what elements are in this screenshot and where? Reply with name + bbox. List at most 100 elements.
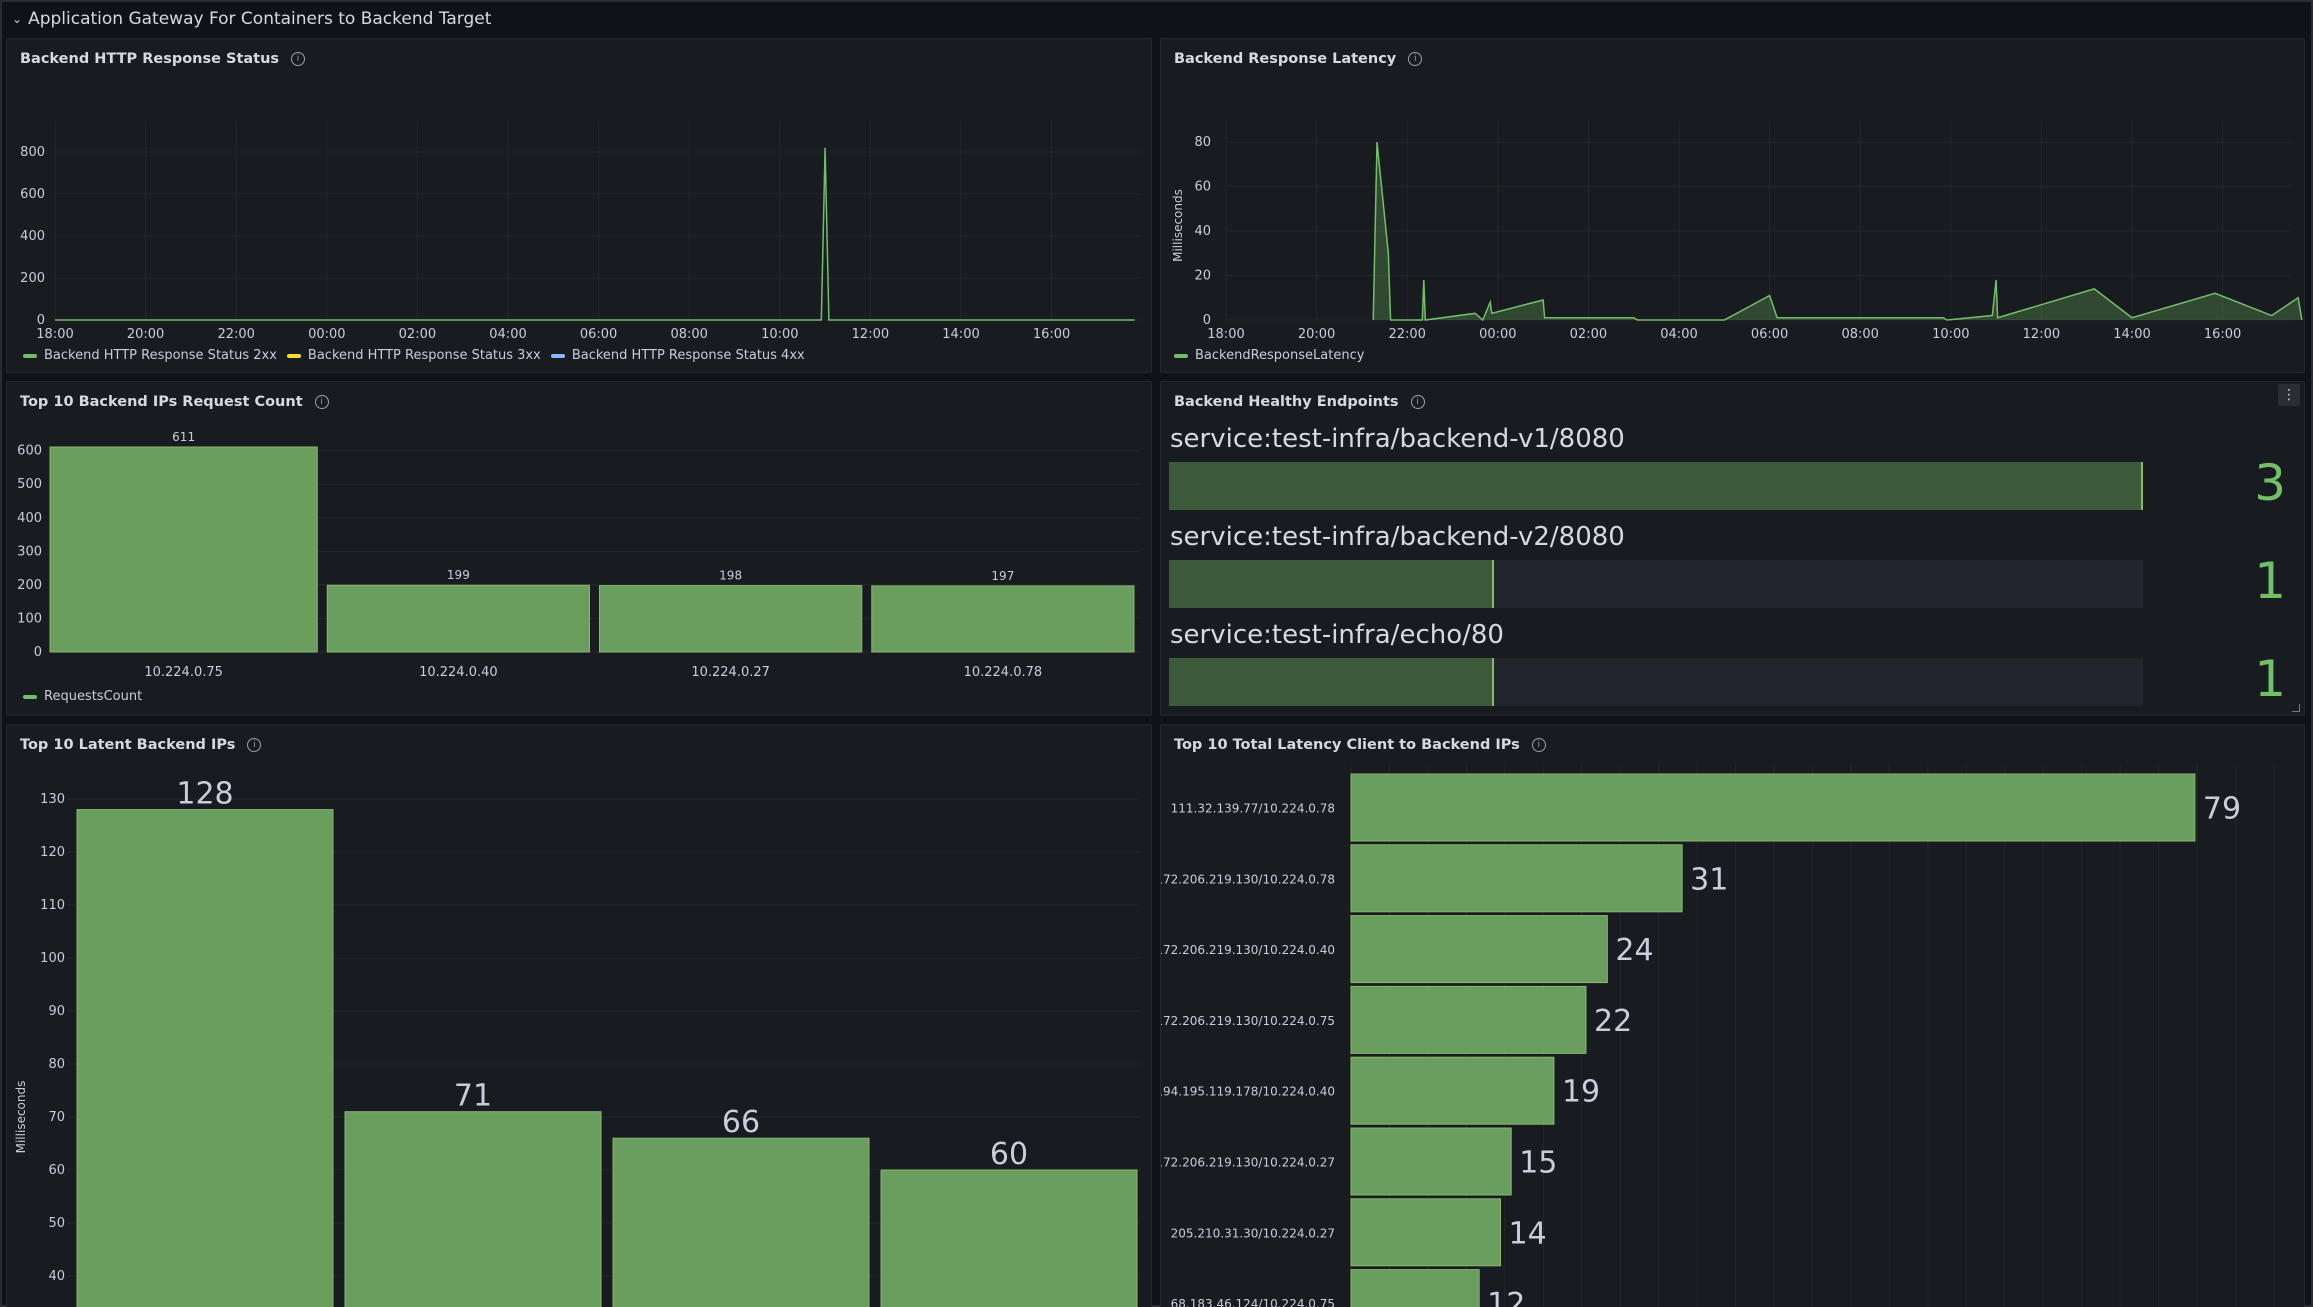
- x-tick-label: 22:00: [217, 327, 254, 342]
- bar-value-label: 14: [1509, 1216, 1547, 1251]
- panel-title-text: Backend HTTP Response Status: [20, 51, 280, 67]
- x-category-label: 10.224.0.27: [691, 665, 770, 680]
- gauge-label: service:test-infra/echo/80: [1170, 620, 1504, 650]
- x-tick-label: 12:00: [2023, 327, 2060, 342]
- y-tick-label: 400: [17, 511, 42, 526]
- x-tick-label: 10:00: [761, 327, 798, 342]
- y-tick-label: 600: [20, 187, 45, 202]
- y-tick-label: 0: [1203, 313, 1211, 328]
- y-tick-label: 50: [48, 1216, 65, 1231]
- bar-value-label: 22: [1594, 1004, 1632, 1039]
- info-icon[interactable]: i: [1410, 395, 1425, 409]
- y-tick-label: 300: [17, 544, 42, 559]
- y-tick-label: 80: [48, 1057, 65, 1072]
- bar-value-label: 71: [454, 1079, 492, 1114]
- x-tick-label: 16:00: [2204, 327, 2241, 342]
- y-tick-label: 60: [1194, 180, 1211, 195]
- kebab-menu-icon[interactable]: ⋮: [2278, 384, 2300, 406]
- panel-title: Top 10 Latent Backend IPs i: [20, 737, 262, 753]
- x-tick-label: 20:00: [1298, 327, 1335, 342]
- x-tick-label: 18:00: [1207, 327, 1244, 342]
- info-icon[interactable]: i: [247, 738, 262, 752]
- y-category-label: 172.206.219.130/10.224.0.78: [1161, 872, 1335, 886]
- panel-backend-response-latency[interactable]: Backend Response Latency i 0 20 40 60 80 18:0…: [1160, 38, 2305, 373]
- x-tick-label: 06:00: [580, 327, 617, 342]
- legend-item[interactable]: Backend HTTP Response Status 3xx: [286, 348, 541, 363]
- bar-value-label: 199: [447, 568, 470, 582]
- latency-legend: BackendResponseLatency: [1174, 348, 1364, 363]
- y-tick-label: 60: [48, 1163, 65, 1178]
- panel-title-text: Top 10 Total Latency Client to Backend I…: [1174, 737, 1520, 753]
- bar-value-label: 31: [1690, 862, 1728, 897]
- x-tick-label: 06:00: [1751, 327, 1788, 342]
- row-header[interactable]: ⌄ Application Gateway For Containers to …: [12, 6, 491, 32]
- x-category-label: 10.224.0.75: [144, 665, 223, 680]
- legend-swatch: [550, 353, 565, 358]
- legend-item[interactable]: RequestsCount: [23, 689, 142, 704]
- panel-title: Top 10 Backend IPs Request Count i: [20, 394, 329, 410]
- x-tick-label: 04:00: [489, 327, 526, 342]
- request-count-legend: RequestsCount: [23, 689, 142, 704]
- bar: [49, 446, 318, 653]
- resize-handle-icon[interactable]: [2292, 704, 2300, 712]
- x-category-label: 10.224.0.78: [964, 665, 1043, 680]
- y-tick-label: 0: [34, 645, 42, 660]
- bar-value-label: 79: [2203, 792, 2241, 827]
- x-tick-label: 00:00: [308, 327, 345, 342]
- http-status-legend: Backend HTTP Response Status 2xx Backend …: [23, 348, 805, 363]
- legend-item[interactable]: BackendResponseLatency: [1174, 348, 1364, 363]
- x-tick-label: 00:00: [1479, 327, 1516, 342]
- row-title: Application Gateway For Containers to Ba…: [28, 9, 492, 29]
- bar: [326, 584, 590, 653]
- series-line: [1372, 142, 2303, 322]
- x-tick-label: 08:00: [670, 327, 707, 342]
- info-icon[interactable]: i: [1531, 738, 1546, 752]
- panel-http-response-status[interactable]: Backend HTTP Response Status i 0 200 400 60…: [6, 38, 1152, 373]
- y-tick-label: 120: [40, 845, 65, 860]
- y-tick-label: 100: [17, 611, 42, 626]
- bar: [1350, 1056, 1555, 1125]
- info-icon[interactable]: i: [291, 52, 306, 66]
- bar: [1350, 1198, 1502, 1267]
- info-icon[interactable]: i: [1408, 52, 1423, 66]
- request-count-chart: 0 100 200 300 400 500 600 611 10.224.0.75 199 10.2…: [17, 430, 1139, 680]
- bar: [599, 585, 863, 653]
- x-tick-label: 02:00: [1570, 327, 1607, 342]
- panel-top-latent-backend-ips[interactable]: Top 10 Latent Backend IPs i 40 50 60 70 80 90…: [6, 724, 1152, 1307]
- bar: [1350, 985, 1587, 1054]
- y-category-label: 68.183.46.124/10.224.0.75: [1171, 1297, 1335, 1307]
- y-tick-label: 20: [1194, 269, 1211, 284]
- legend-swatch: [1174, 353, 1188, 358]
- y-category-label: 205.210.31.30/10.224.0.27: [1171, 1226, 1335, 1240]
- legend-item[interactable]: Backend HTTP Response Status 2xx: [23, 348, 277, 363]
- bar-value-label: 12: [1487, 1287, 1525, 1307]
- gauge-track: [1169, 658, 2143, 706]
- y-category-label: 172.206.219.130/10.224.0.40: [1161, 943, 1335, 957]
- http-status-chart: 0 200 400 600 800 18:00 20:00 22:00 00:00 02:00 04…: [20, 121, 1139, 342]
- panel-top-ips-request-count[interactable]: Top 10 Backend IPs Request Count i 0 100 2…: [6, 381, 1152, 716]
- info-icon[interactable]: i: [314, 395, 329, 409]
- y-tick-label: 0: [37, 313, 45, 328]
- x-tick-label: 12:00: [852, 327, 889, 342]
- bar: [871, 585, 1135, 653]
- bar-value-label: 66: [722, 1105, 760, 1140]
- gauge-fill: [1169, 560, 1494, 608]
- bar-value-label: 15: [1519, 1146, 1557, 1181]
- x-tick-label: 18:00: [36, 327, 73, 342]
- gauge-value: 1: [2254, 650, 2286, 708]
- legend-swatch: [23, 353, 37, 358]
- panel-backend-healthy-endpoints[interactable]: Backend Healthy Endpoints i ⋮ service:te…: [1160, 381, 2305, 716]
- y-category-label: 172.206.219.130/10.224.0.27: [1161, 1156, 1335, 1170]
- y-category-label: 172.206.219.130/10.224.0.75: [1161, 1014, 1335, 1028]
- gauge-fill: [1169, 462, 2143, 510]
- panel-title-text: Backend Healthy Endpoints: [1174, 394, 1399, 410]
- y-tick-label: 400: [20, 229, 45, 244]
- panel-total-latency-client-to-backend[interactable]: Top 10 Total Latency Client to Backend I…: [1160, 724, 2305, 1307]
- legend-item[interactable]: Backend HTTP Response Status 4xx: [550, 348, 805, 363]
- bar-value-label: 60: [990, 1137, 1028, 1172]
- x-tick-label: 02:00: [399, 327, 436, 342]
- bar: [1350, 1127, 1512, 1196]
- y-tick-label: 40: [1194, 224, 1211, 239]
- y-axis-label: Milliseconds: [14, 1081, 28, 1154]
- bar-value-label: 611: [172, 430, 195, 444]
